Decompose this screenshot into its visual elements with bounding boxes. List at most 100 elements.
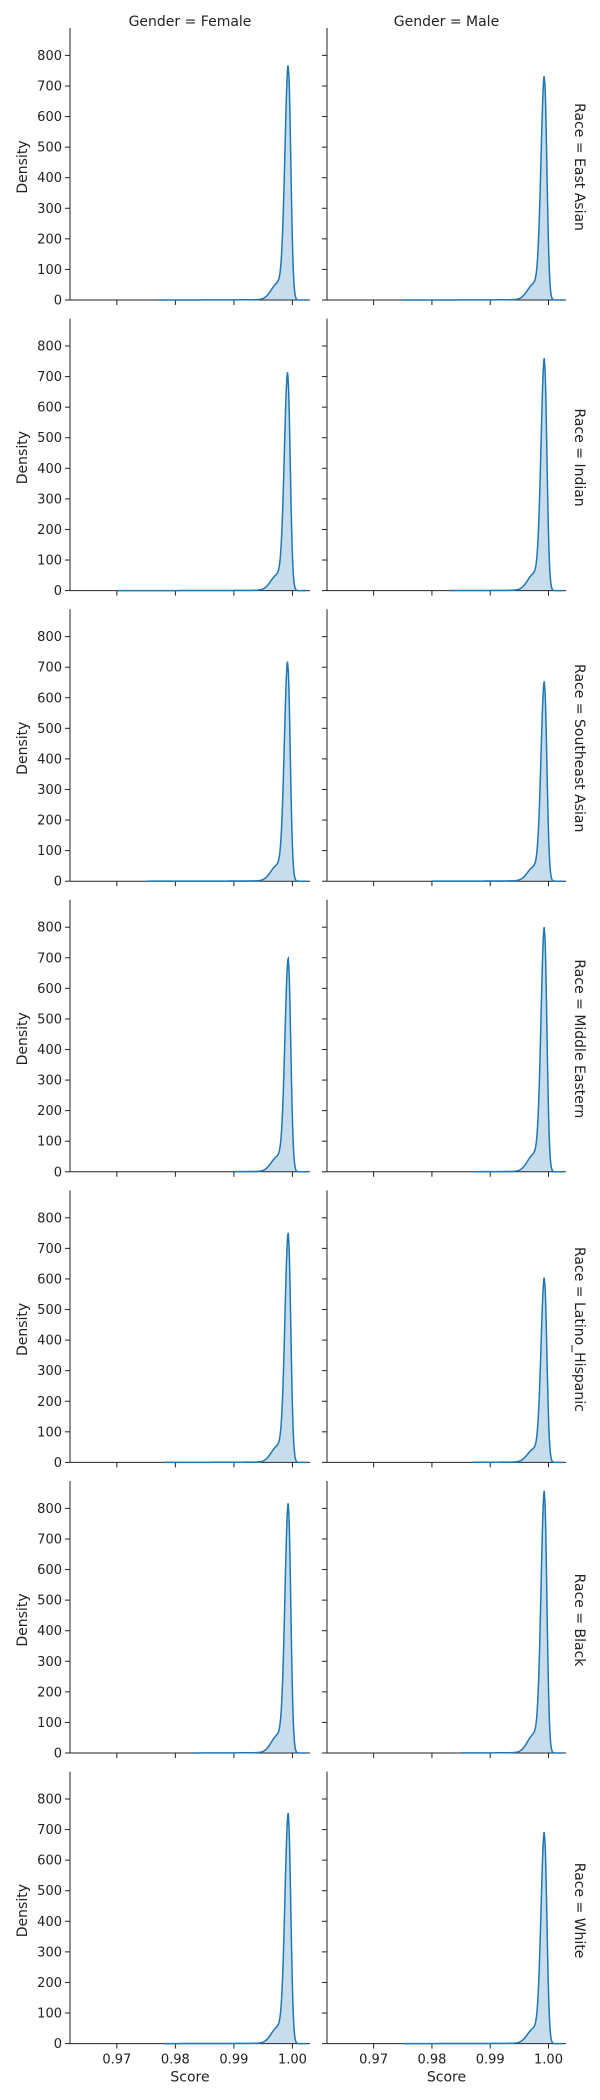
density-line-r1-c1 (449, 357, 564, 592)
y-tick-label-r0-c0-6: 600 (37, 110, 62, 125)
y-tick-label-r6-c0-7: 700 (37, 1823, 62, 1838)
density-line-r3-c0 (233, 956, 308, 1173)
y-tick-label-r6-c0-6: 600 (37, 1854, 62, 1869)
density-line-r3-c1 (472, 926, 564, 1173)
y-tick-label-r0-c0-5: 500 (37, 141, 62, 156)
y-tick-label-r2-c0-3: 300 (37, 783, 62, 798)
density-fill-r5-c1 (461, 1490, 564, 1753)
y-tick-label-r5-c0-5: 500 (37, 1594, 62, 1609)
y-tick-label-r4-c0-0: 0 (54, 1456, 62, 1471)
density-fill-r2-c0 (146, 661, 307, 882)
y-tick-label-r0-c0-0: 0 (54, 294, 62, 309)
y-tick-label-r6-c0-4: 400 (37, 1915, 62, 1930)
row-title-2: Race = Southeast Asian (571, 664, 587, 832)
y-tick-label-r6-c0-3: 300 (37, 1945, 62, 1960)
x-tick-label-r6-c1-1: 0.98 (417, 2053, 446, 2068)
y-tick-label-r5-c0-0: 0 (54, 1747, 62, 1762)
y-tick-label-r0-c0-8: 800 (37, 49, 62, 64)
y-tick-label-r0-c0-4: 400 (37, 171, 62, 186)
density-fill-r0-c0 (157, 65, 308, 300)
y-tick-label-r2-c0-6: 600 (37, 691, 62, 706)
y-tick-label-r2-c0-5: 500 (37, 722, 62, 737)
density-fill-r6-c0 (163, 1813, 308, 2044)
y-tick-label-r2-c0-0: 0 (54, 875, 62, 890)
col-title-1: Gender = Male (394, 14, 499, 30)
row-title-4: Race = Latino_Hispanic (571, 1247, 587, 1412)
y-tick-label-r2-c0-1: 100 (37, 844, 62, 859)
x-tick-label-r6-c1-3: 1.00 (534, 2053, 563, 2068)
density-line-r1-c0 (116, 372, 307, 592)
y-tick-label-r3-c0-7: 700 (37, 951, 62, 966)
y-tick-label-r5-c0-7: 700 (37, 1532, 62, 1547)
y-axis-title-r1-c0: Density (15, 431, 31, 484)
y-tick-label-r5-c0-6: 600 (37, 1563, 62, 1578)
y-tick-label-r3-c0-8: 800 (37, 921, 62, 936)
y-tick-label-r5-c0-2: 200 (37, 1685, 62, 1700)
y-tick-label-r0-c0-1: 100 (37, 263, 62, 278)
y-tick-label-r2-c0-7: 700 (37, 661, 62, 676)
y-tick-label-r1-c0-6: 600 (37, 401, 62, 416)
density-fill-r0-c1 (402, 76, 564, 300)
density-fill-r6-c1 (402, 1832, 564, 2044)
y-tick-label-r6-c0-8: 800 (37, 1793, 62, 1808)
y-tick-label-r5-c0-8: 800 (37, 1502, 62, 1517)
row-title-6: Race = White (571, 1863, 587, 1959)
y-axis-title-r5-c0: Density (15, 1593, 31, 1646)
density-fill-r3-c0 (233, 958, 308, 1172)
y-tick-label-r1-c0-4: 400 (37, 462, 62, 477)
y-tick-label-r1-c0-2: 200 (37, 523, 62, 538)
y-tick-label-r6-c0-2: 200 (37, 1976, 62, 1991)
density-fill-r2-c1 (431, 681, 564, 882)
y-tick-label-r2-c0-8: 800 (37, 630, 62, 645)
density-line-r6-c0 (163, 1812, 308, 2045)
y-axis-title-r6-c0: Density (15, 1884, 31, 1937)
y-tick-label-r4-c0-1: 100 (37, 1425, 62, 1440)
y-tick-label-r4-c0-8: 800 (37, 1211, 62, 1226)
y-tick-label-r3-c0-1: 100 (37, 1135, 62, 1150)
y-tick-label-r3-c0-5: 500 (37, 1012, 62, 1027)
row-title-5: Race = Black (571, 1574, 587, 1668)
y-tick-label-r0-c0-3: 300 (37, 202, 62, 217)
density-line-r5-c1 (461, 1490, 564, 1754)
x-tick-label-r6-c1-0: 0.97 (359, 2053, 388, 2068)
density-line-r6-c1 (402, 1831, 564, 2045)
y-axis-title-r2-c0: Density (15, 722, 31, 775)
x-tick-label-r6-c0-2: 0.99 (219, 2053, 248, 2068)
y-axis-title-r4-c0: Density (15, 1303, 31, 1356)
y-tick-label-r1-c0-5: 500 (37, 431, 62, 446)
y-tick-label-r3-c0-2: 200 (37, 1104, 62, 1119)
y-tick-label-r6-c0-1: 100 (37, 2007, 62, 2022)
y-tick-label-r3-c0-0: 0 (54, 1165, 62, 1180)
x-axis-title-r6-c1: Score (427, 2070, 466, 2086)
y-tick-label-r0-c0-7: 700 (37, 79, 62, 94)
density-line-r4-c0 (163, 1232, 308, 1464)
y-tick-label-r1-c0-0: 0 (54, 584, 62, 599)
y-tick-label-r3-c0-3: 300 (37, 1074, 62, 1089)
y-tick-label-r5-c0-3: 300 (37, 1655, 62, 1670)
y-tick-label-r1-c0-7: 700 (37, 370, 62, 385)
y-tick-label-r2-c0-2: 200 (37, 814, 62, 829)
y-axis-title-r3-c0: Density (15, 1012, 31, 1065)
density-fill-r1-c0 (116, 372, 307, 591)
y-tick-label-r1-c0-8: 800 (37, 340, 62, 355)
x-tick-label-r6-c0-1: 0.98 (161, 2053, 190, 2068)
y-axis-title-r0-c0: Density (15, 140, 31, 193)
y-tick-label-r3-c0-6: 600 (37, 982, 62, 997)
y-tick-label-r3-c0-4: 400 (37, 1043, 62, 1058)
density-line-r5-c0 (192, 1503, 308, 1754)
y-tick-label-r0-c0-2: 200 (37, 232, 62, 247)
y-tick-label-r2-c0-4: 400 (37, 752, 62, 767)
y-tick-label-r4-c0-3: 300 (37, 1364, 62, 1379)
y-tick-label-r4-c0-4: 400 (37, 1334, 62, 1349)
x-tick-label-r6-c0-0: 0.97 (102, 2053, 131, 2068)
y-tick-label-r4-c0-6: 600 (37, 1272, 62, 1287)
y-tick-label-r4-c0-7: 700 (37, 1242, 62, 1257)
row-title-0: Race = East Asian (571, 103, 587, 231)
density-line-r2-c0 (146, 661, 307, 882)
y-tick-label-r5-c0-4: 400 (37, 1624, 62, 1639)
row-title-1: Race = Indian (571, 409, 587, 507)
density-line-r2-c1 (431, 681, 564, 882)
y-tick-label-r4-c0-2: 200 (37, 1395, 62, 1410)
y-tick-label-r4-c0-5: 500 (37, 1303, 62, 1318)
